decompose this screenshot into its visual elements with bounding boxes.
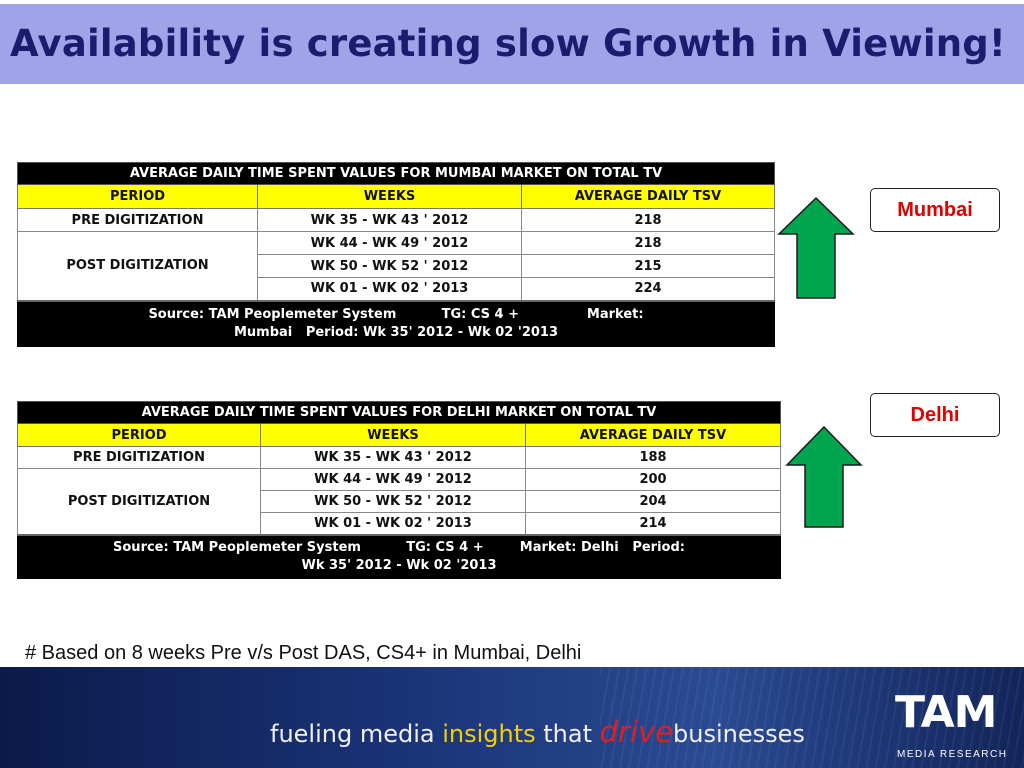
title-bar: Availability is creating slow Growth in … — [0, 4, 1024, 84]
period-post-digitization: POST DIGITIZATION — [17, 231, 258, 301]
header-period: PERIOD — [17, 423, 261, 447]
tagline-part: that — [535, 720, 600, 748]
tagline-insights: insights — [442, 720, 536, 748]
tsv-cell: 200 — [524, 468, 782, 491]
weeks-cell: WK 44 - WK 49 ' 2012 — [260, 468, 526, 491]
tam-logo: TAM MEDIA RESEARCH — [895, 687, 1008, 767]
weeks-cell: WK 44 - WK 49 ' 2012 — [257, 231, 522, 255]
source-line-1: Source: TAM Peoplemeter System TG: CS 4 … — [148, 307, 644, 322]
delhi-tsv-table: AVERAGE DAILY TIME SPENT VALUES FOR DELH… — [16, 401, 782, 579]
weeks-cell: WK 01 - WK 02 ' 2013 — [260, 512, 526, 535]
logo-subtitle: MEDIA RESEARCH — [897, 749, 1008, 760]
footer-banner: fueling media insights that drivebusines… — [0, 667, 1024, 768]
source-line-1: Source: TAM Peoplemeter System TG: CS 4 … — [113, 540, 685, 555]
weeks-cell: WK 35 - WK 43 ' 2012 — [257, 208, 522, 232]
header-average-daily-tsv: AVERAGE DAILY TSV — [524, 423, 782, 447]
period-pre-digitization: PRE DIGITIZATION — [17, 446, 261, 469]
tsv-cell: 204 — [524, 490, 782, 513]
source-line-2: Mumbai Period: Wk 35' 2012 - Wk 02 '2013 — [233, 325, 559, 340]
table-title: AVERAGE DAILY TIME SPENT VALUES FOR DELH… — [16, 401, 782, 424]
tagline-drive: drive — [599, 715, 674, 749]
header-weeks: WEEKS — [260, 423, 526, 447]
tsv-cell: 224 — [520, 277, 776, 301]
weeks-cell: WK 35 - WK 43 ' 2012 — [260, 446, 526, 469]
source-note: Source: TAM Peoplemeter System TG: CS 4 … — [17, 299, 775, 347]
tsv-cell: 218 — [520, 231, 776, 255]
header-period: PERIOD — [17, 184, 258, 209]
tagline: fueling media insights that drivebusines… — [270, 715, 805, 749]
weeks-cell: WK 01 - WK 02 ' 2013 — [257, 277, 522, 301]
weeks-cell: WK 50 - WK 52 ' 2012 — [257, 254, 522, 278]
tsv-cell: 215 — [520, 254, 776, 278]
slide-title: Availability is creating slow Growth in … — [10, 22, 1007, 65]
period-pre-digitization: PRE DIGITIZATION — [17, 208, 258, 232]
tsv-cell: 188 — [524, 446, 782, 469]
tsv-cell: 218 — [520, 208, 776, 232]
weeks-cell: WK 50 - WK 52 ' 2012 — [260, 490, 526, 513]
source-note: Source: TAM Peoplemeter System TG: CS 4 … — [17, 533, 781, 579]
header-average-daily-tsv: AVERAGE DAILY TSV — [520, 184, 776, 209]
footer-decoration — [600, 667, 1024, 768]
source-line-2: Wk 35' 2012 - Wk 02 '2013 — [301, 558, 497, 573]
table-title: AVERAGE DAILY TIME SPENT VALUES FOR MUMB… — [16, 162, 776, 185]
footnote: # Based on 8 weeks Pre v/s Post DAS, CS4… — [25, 642, 582, 664]
up-arrow-icon — [785, 425, 863, 528]
mumbai-tsv-table: AVERAGE DAILY TIME SPENT VALUES FOR MUMB… — [16, 162, 776, 347]
logo-mark: TAM — [895, 687, 997, 738]
header-weeks: WEEKS — [257, 184, 522, 209]
up-arrow-icon — [777, 196, 855, 299]
period-post-digitization: POST DIGITIZATION — [17, 468, 261, 535]
tagline-part: businesses — [673, 720, 805, 748]
city-label-delhi: Delhi — [870, 393, 1000, 437]
city-label-mumbai: Mumbai — [870, 188, 1000, 232]
tsv-cell: 214 — [524, 512, 782, 535]
tagline-part: fueling media — [270, 720, 443, 748]
